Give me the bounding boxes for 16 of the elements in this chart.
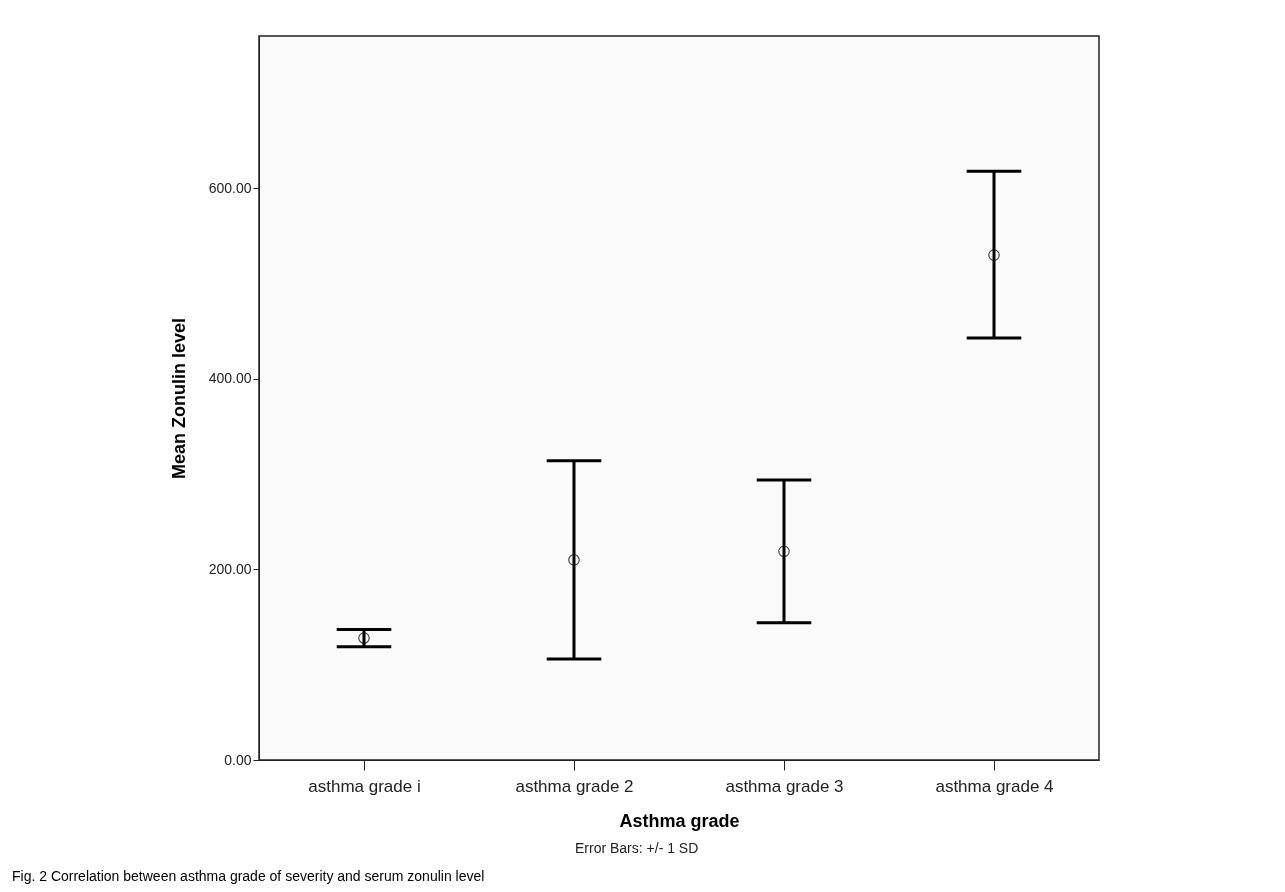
y-tick-label: 0.00: [224, 751, 252, 768]
x-tick-label: asthma grade 2: [515, 776, 634, 796]
y-tick-label: 400.00: [208, 370, 252, 387]
text: Error Bars: +/- 1 SD: [575, 840, 699, 856]
x-tick-label: asthma grade i: [308, 776, 421, 796]
y-tick-label: 600.00: [208, 179, 252, 196]
x-tick-label: asthma grade 4: [935, 776, 1054, 796]
y-axis-title: Mean Zonulin level: [168, 317, 189, 480]
point: [778, 545, 790, 558]
x-tick-label: asthma grade 3: [725, 776, 844, 796]
y-tick-label: 200.00: [208, 560, 252, 577]
point: [988, 249, 1000, 261]
point: [358, 632, 370, 644]
x-axis-title: Asthma grade: [619, 810, 740, 831]
caption: Fig. 2 Correlation between asthma grade of severity and serum zonulin level: [12, 868, 485, 884]
point: [568, 554, 580, 566]
